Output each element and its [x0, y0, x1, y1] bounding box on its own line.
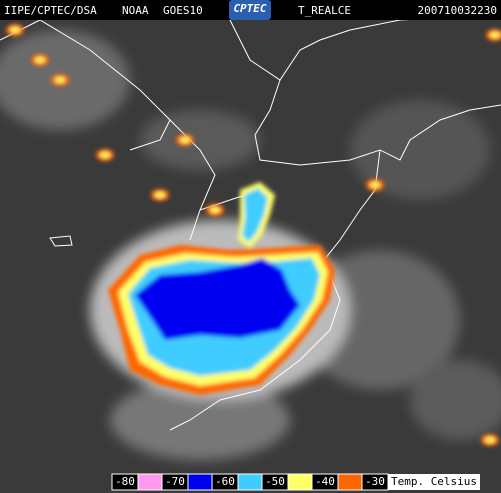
legend-unit: Temp. Celsius	[391, 475, 477, 488]
legend-label: -80	[115, 475, 135, 488]
legend-label: -30	[365, 475, 385, 488]
cloud-fleck	[100, 152, 110, 158]
legend-label: -50	[265, 475, 285, 488]
legend-label: -60	[215, 475, 235, 488]
legend-swatch	[287, 473, 313, 491]
logo-box	[229, 0, 271, 20]
legend-label: -70	[165, 475, 185, 488]
cloud-fleck	[55, 77, 65, 83]
borders	[0, 17, 501, 431]
cloud-fleck	[180, 137, 190, 143]
satellite: NOAA	[122, 4, 149, 17]
cloud-fleck	[370, 182, 380, 188]
cloud-fleck	[35, 57, 45, 63]
legend-swatch	[187, 473, 213, 491]
cloud-fleck	[10, 27, 20, 33]
product: T_REALCE	[298, 4, 351, 17]
legend-label: -40	[315, 475, 335, 488]
logo: CPTEC	[233, 2, 266, 15]
legend-swatch	[237, 473, 263, 491]
legend-unit-box	[388, 474, 480, 490]
cloud-fleck	[155, 192, 165, 198]
cloud-fleck	[490, 32, 500, 38]
temp-class-area	[135, 258, 300, 340]
legend-swatch	[337, 473, 363, 491]
legend-swatch	[137, 473, 163, 491]
timestamp: 200710032230	[418, 4, 497, 17]
cloud-fleck	[485, 437, 495, 443]
convective-cloud	[6, 24, 501, 446]
cloud-fleck	[210, 207, 220, 213]
sensor: GOES10	[163, 4, 203, 17]
agency: IIPE/CPTEC/DSA	[4, 4, 97, 17]
temp-class-area	[247, 196, 263, 236]
